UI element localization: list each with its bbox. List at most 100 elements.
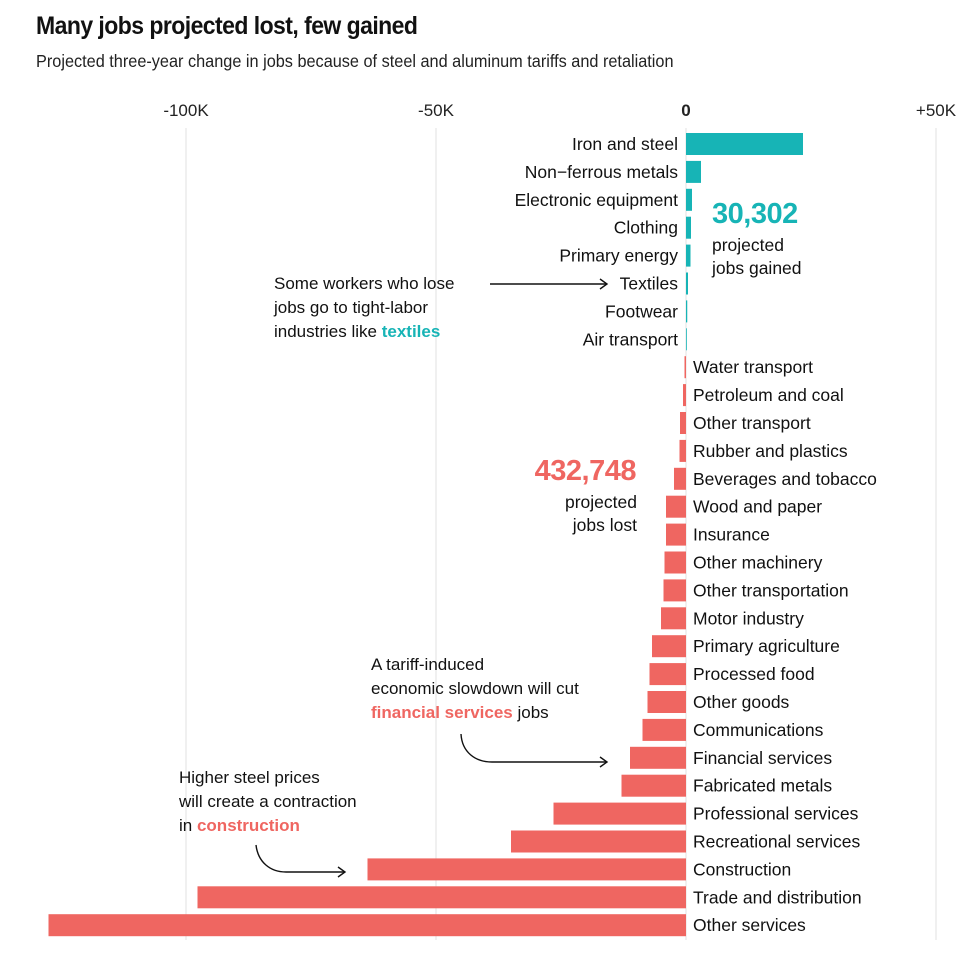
annotation-line: jobs go to tight-labor xyxy=(274,298,429,317)
category-label: Non−ferrous metals xyxy=(525,162,678,182)
category-label: Clothing xyxy=(614,218,678,238)
category-label: Textiles xyxy=(620,274,679,294)
lost-total-number: 432,748 xyxy=(534,455,637,487)
bar xyxy=(197,886,686,909)
category-label: Professional services xyxy=(693,804,859,824)
annotation-textiles: Some workers who lose jobs go to tight-l… xyxy=(274,272,454,344)
bar xyxy=(686,216,691,239)
bar xyxy=(642,718,686,741)
annotation-line: economic slowdown will cut xyxy=(371,679,579,698)
annotation-text: industries like xyxy=(274,322,382,341)
arrow-construction xyxy=(255,844,344,873)
annotation-line: Some workers who lose xyxy=(274,274,455,293)
category-label: Motor industry xyxy=(693,608,804,628)
annotation-line: industries like textiles xyxy=(274,320,454,344)
annotation-financial-services: A tariff-induced economic slowdown will … xyxy=(371,653,579,725)
category-labels: Iron and steel Non−ferrous metals Electron… xyxy=(515,134,877,935)
chart-title: Many jobs projected lost, few gained xyxy=(36,12,418,40)
bar xyxy=(666,495,686,518)
category-label: Financial services xyxy=(693,748,832,768)
gained-label-line1: projected xyxy=(712,235,784,255)
annotation-line: will create a contraction xyxy=(179,792,357,811)
bar xyxy=(686,300,688,323)
category-label: Other goods xyxy=(693,692,790,712)
annotation-line: financial services jobs xyxy=(371,701,579,725)
chart-subtitle: Projected three-year change in jobs beca… xyxy=(36,51,674,71)
category-label: Footwear xyxy=(605,301,678,321)
arrowhead-construction xyxy=(337,866,347,878)
lost-total-value: 432,748 xyxy=(534,455,637,488)
category-label: Air transport xyxy=(583,329,678,349)
bar xyxy=(674,467,686,490)
category-label: Iron and steel xyxy=(572,134,678,154)
lost-label-line2: jobs lost xyxy=(572,515,637,535)
category-label: Primary agriculture xyxy=(693,636,840,656)
category-label: Processed food xyxy=(693,664,815,684)
bar xyxy=(649,663,686,686)
gained-total-label: projected jobs gained xyxy=(712,234,802,280)
category-label: Construction xyxy=(693,859,791,879)
x-tick-label: -100K xyxy=(163,101,209,120)
x-tick-label: 0 xyxy=(681,101,690,120)
bar xyxy=(621,774,686,797)
gained-total-value: 30,302 xyxy=(712,198,798,231)
annotation-arrows xyxy=(255,278,609,878)
category-label: Water transport xyxy=(693,357,813,377)
category-label: Fabricated metals xyxy=(693,776,832,796)
annotation-suffix: jobs xyxy=(512,703,549,722)
annotation-construction: Higher steel prices will create a contra… xyxy=(179,766,357,838)
annotation-text: in xyxy=(179,816,197,835)
category-label: Trade and distribution xyxy=(693,887,862,907)
bar xyxy=(48,914,686,937)
category-label: Other services xyxy=(693,915,806,935)
category-label: Other transport xyxy=(693,413,811,433)
bar xyxy=(684,356,686,379)
bar xyxy=(686,160,701,183)
lost-total-label: projected jobs lost xyxy=(565,491,637,537)
category-label: Insurance xyxy=(693,525,770,545)
arrowhead-financial-services xyxy=(599,756,609,768)
bar xyxy=(664,551,686,574)
category-label: Communications xyxy=(693,720,824,740)
x-tick-label: -50K xyxy=(418,101,455,120)
category-label: Primary energy xyxy=(559,246,678,266)
annotation-highlight-financial-services: financial services xyxy=(371,703,513,722)
category-label: Recreational services xyxy=(693,832,861,852)
bar xyxy=(686,133,803,155)
bar xyxy=(661,607,686,630)
annotation-line: in construction xyxy=(179,814,357,838)
gained-label-line2: jobs gained xyxy=(712,258,802,278)
category-label: Wood and paper xyxy=(693,497,822,517)
bar xyxy=(686,244,691,267)
x-axis-ticks: -100K -50K 0 +50K xyxy=(163,101,956,120)
annotation-highlight-textiles: textiles xyxy=(381,322,441,341)
annotation-highlight-construction: construction xyxy=(196,816,300,835)
bar xyxy=(680,412,686,434)
lost-label-line1: projected xyxy=(565,492,637,512)
bar xyxy=(686,188,692,211)
category-label: Beverages and tobacco xyxy=(693,469,877,489)
bar xyxy=(652,635,686,658)
x-tick-label: +50K xyxy=(916,101,957,120)
bar xyxy=(686,328,687,351)
category-label: Electronic equipment xyxy=(515,190,679,210)
annotation-line: A tariff-induced xyxy=(371,655,485,674)
gained-total-number: 30,302 xyxy=(712,198,798,230)
category-label: Rubber and plastics xyxy=(693,441,848,461)
bar xyxy=(663,579,686,602)
bar xyxy=(683,384,686,407)
bar xyxy=(367,858,686,881)
bar xyxy=(679,439,686,462)
category-label: Petroleum and coal xyxy=(693,385,844,405)
bars xyxy=(48,133,803,937)
bar xyxy=(511,830,686,853)
annotation-line: Higher steel prices xyxy=(179,768,320,787)
arrowhead-textiles xyxy=(599,278,609,290)
bar xyxy=(666,523,686,546)
category-label: Other machinery xyxy=(693,553,823,573)
bar xyxy=(630,746,686,769)
bar xyxy=(647,691,686,713)
bar xyxy=(686,272,688,295)
category-label: Other transportation xyxy=(693,580,849,600)
